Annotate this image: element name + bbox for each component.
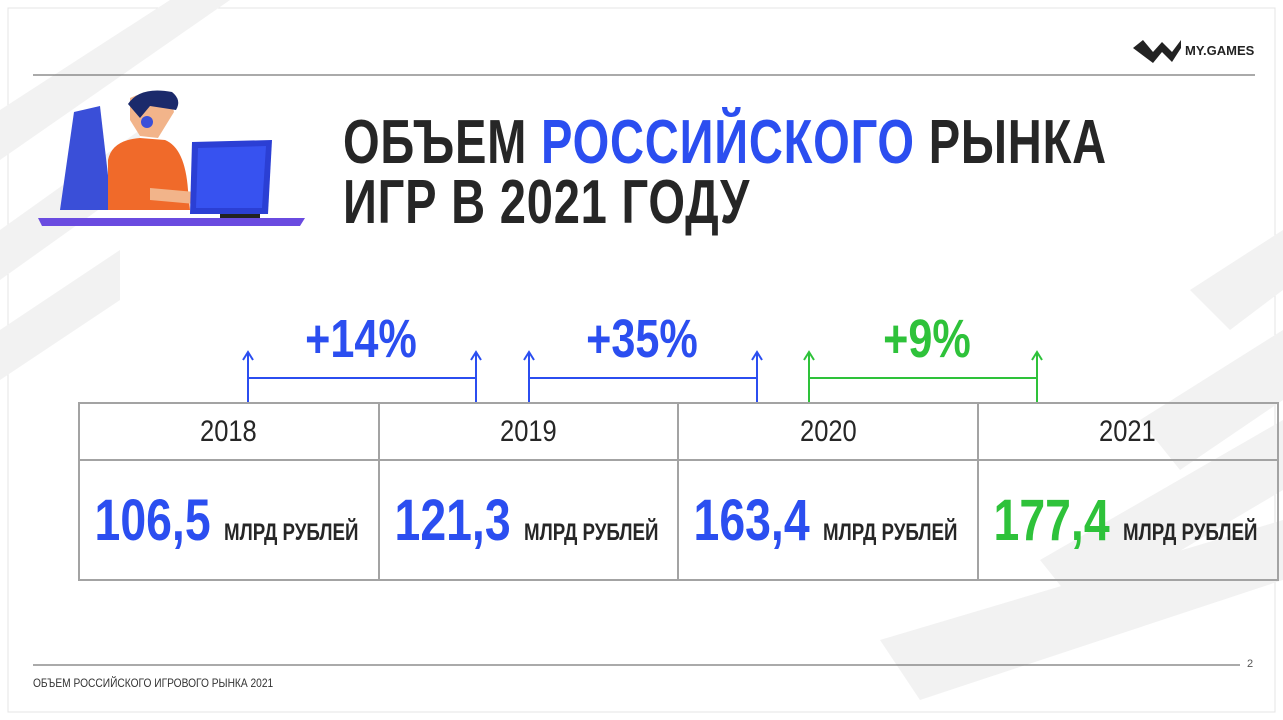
unit: МЛРД РУБЛЕЙ xyxy=(1123,518,1258,546)
value-cell: 121,3 МЛРД РУБЛЕЙ xyxy=(377,459,680,581)
unit: МЛРД РУБЛЕЙ xyxy=(224,518,359,546)
year: 2021 xyxy=(1099,414,1157,448)
growth-label: +35% xyxy=(586,309,698,369)
year: 2019 xyxy=(500,414,557,448)
value-cell: 177,4 МЛРД РУБЛЕЙ xyxy=(976,459,1279,581)
year-cell: 2018 xyxy=(78,402,380,461)
unit: МЛРД РУБЛЕЙ xyxy=(523,518,659,546)
footer-text: ОБЪЕМ РОССИЙСКОГО ИГРОВОГО РЫНКА 2021 xyxy=(33,676,316,690)
value: 106,5 xyxy=(94,487,211,553)
year-cell: 2020 xyxy=(677,402,979,461)
year-row: 2018 2019 2020 2021 xyxy=(78,402,1279,461)
year: 2018 xyxy=(200,414,258,448)
value-cell: 106,5 МЛРД РУБЛЕЙ xyxy=(78,459,380,581)
value: 177,4 xyxy=(993,487,1110,553)
title-line: ИГР В 2021 ГОДУ xyxy=(343,172,879,234)
year-cell: 2019 xyxy=(377,402,680,461)
year: 2020 xyxy=(799,414,857,448)
title-highlight: РОССИЙСКОГО xyxy=(541,108,915,177)
title-text: РЫНКА xyxy=(928,108,1107,177)
unit: МЛРД РУБЛЕЙ xyxy=(823,518,958,546)
title-text: ИГР В 2021 ГОДУ xyxy=(343,168,751,237)
value: 163,4 xyxy=(693,487,810,553)
growth-label: +9% xyxy=(883,309,971,369)
market-table: 2018 2019 2020 2021 106,5 МЛРД РУБЛЕЙ 121… xyxy=(78,402,1279,581)
value-cell: 163,4 МЛРД РУБЛЕЙ xyxy=(677,459,979,581)
growth-label: +14% xyxy=(305,309,417,369)
year-cell: 2021 xyxy=(976,402,1279,461)
title-line: ОБЪЕМ РОССИЙСКОГО РЫНКА xyxy=(343,112,1283,174)
value-row: 106,5 МЛРД РУБЛЕЙ 121,3 МЛРД РУБЛЕЙ 163,4 М… xyxy=(78,459,1279,581)
illustration xyxy=(38,90,305,226)
logo-text: MY.GAMES xyxy=(1185,43,1255,58)
footer-title: ОБЪЕМ РОССИЙСКОГО ИГРОВОГО РЫНКА 2021 xyxy=(33,676,274,690)
title-text: ОБЪЕМ xyxy=(343,108,528,177)
value: 121,3 xyxy=(394,487,511,553)
page-number: 2 xyxy=(1247,658,1254,670)
